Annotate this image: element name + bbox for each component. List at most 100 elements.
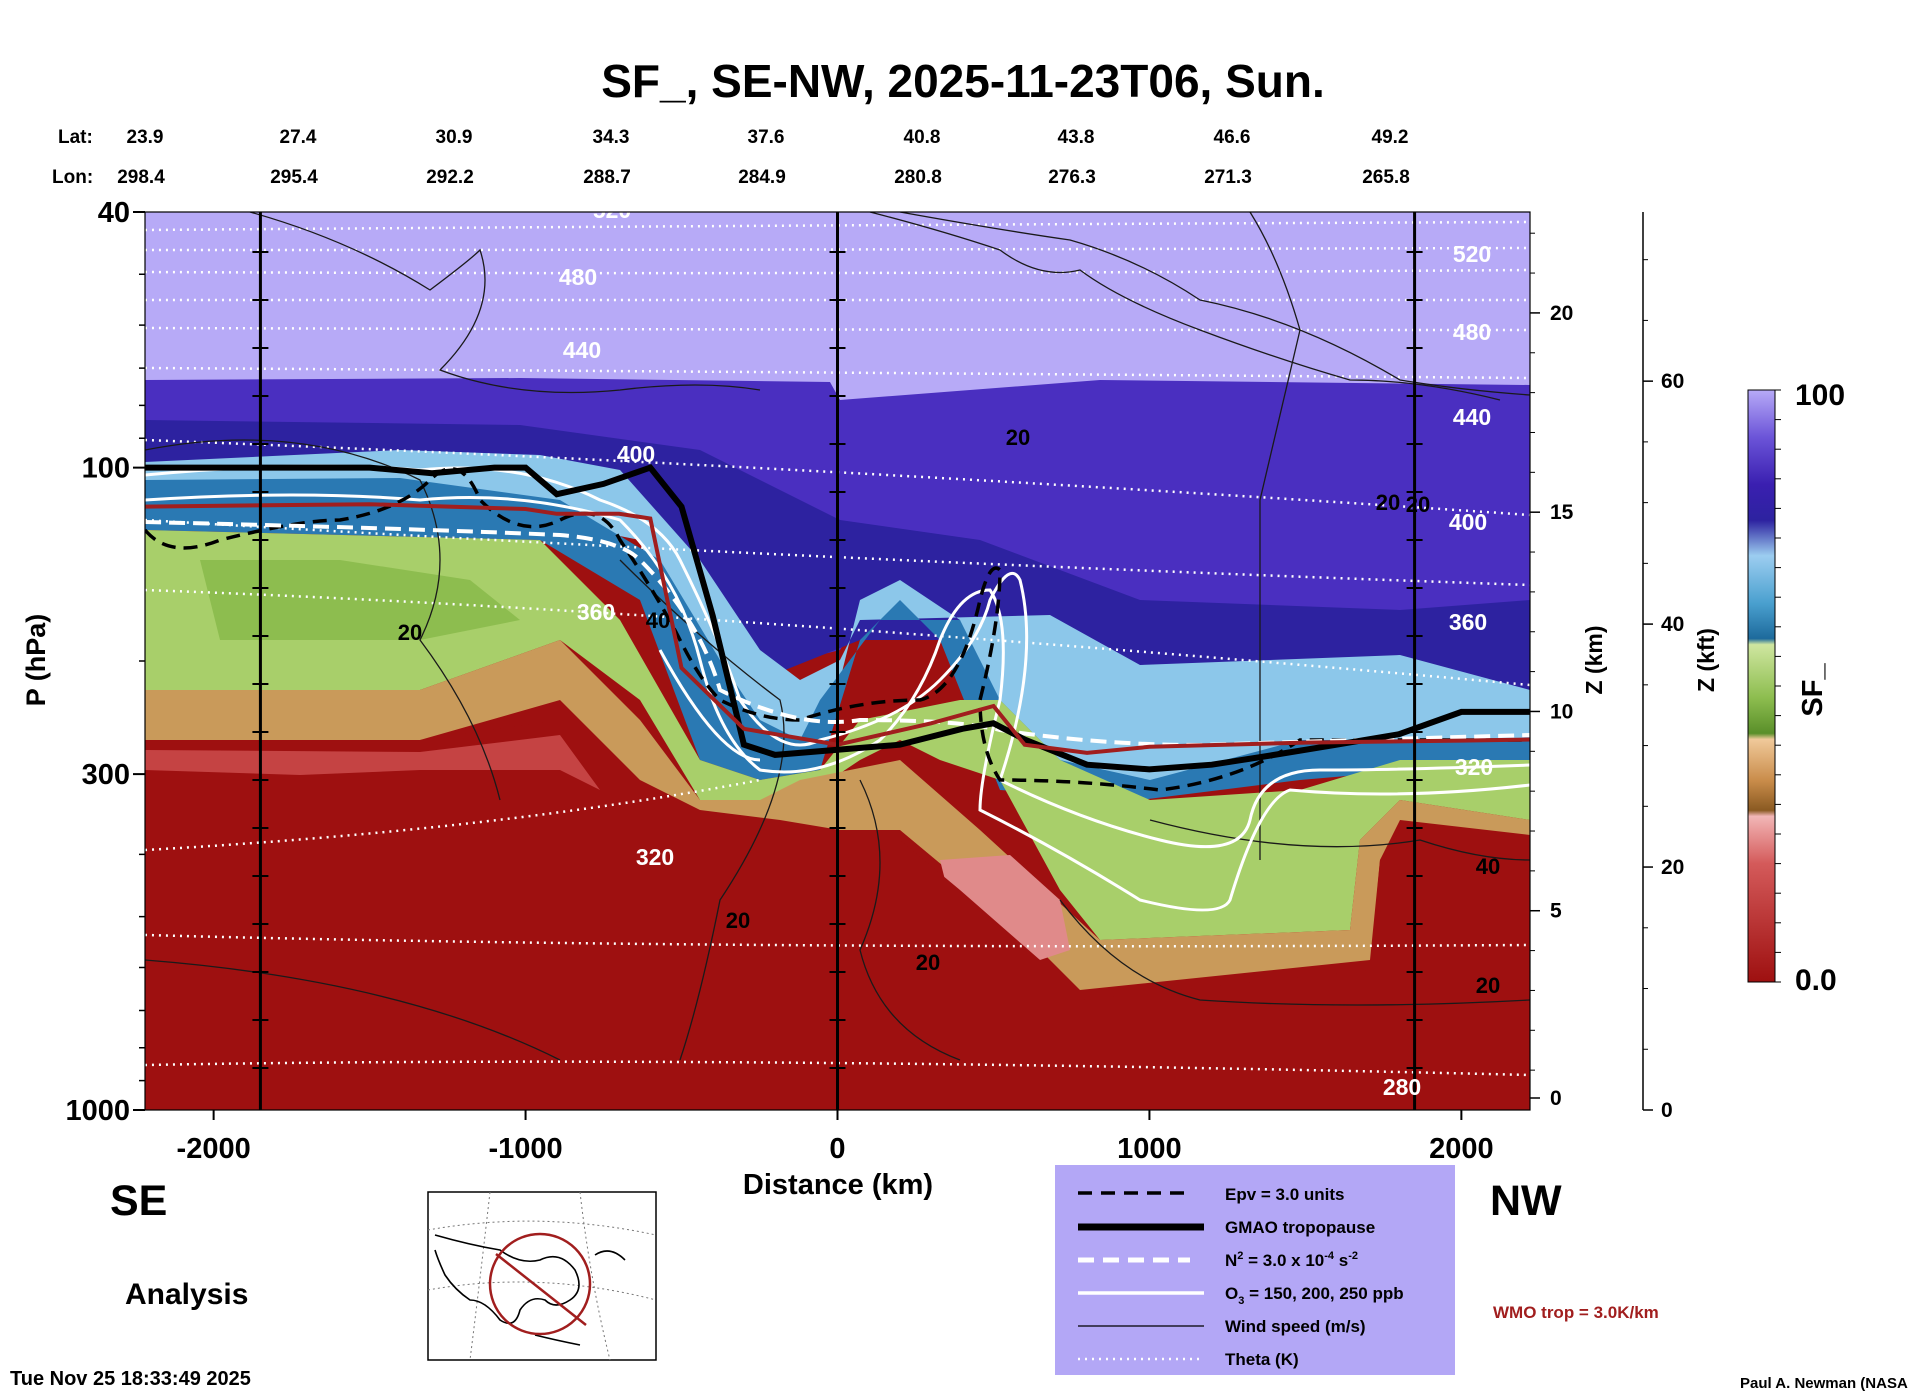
z-km-tick-label: 5 xyxy=(1550,900,1562,923)
z-km-tick-label: 0 xyxy=(1550,1087,1562,1110)
x-tick-label: -1000 xyxy=(488,1133,562,1165)
lat-value: 30.9 xyxy=(436,127,473,148)
lon-value: 276.3 xyxy=(1048,167,1096,188)
wind-label: 20 xyxy=(916,950,940,975)
map-graticule xyxy=(427,1191,657,1361)
wind-label: 40 xyxy=(1476,854,1500,879)
legend-o3-label: O3 = 150, 200, 250 ppb xyxy=(1225,1284,1404,1307)
x-tick-label: -2000 xyxy=(177,1133,251,1165)
z-kft-label: Z (kft) xyxy=(1693,628,1719,692)
epv-contour xyxy=(145,467,1530,792)
map-range-circle xyxy=(488,1232,592,1336)
z-kft-tick-label: 20 xyxy=(1661,856,1684,879)
theta-label: 320 xyxy=(1455,754,1493,780)
z-km-tick-label: 20 xyxy=(1550,302,1573,325)
n2-contour xyxy=(145,520,1530,748)
wind-line-4 xyxy=(899,212,1530,396)
legend-gmao-label: GMAO tropopause xyxy=(1225,1218,1375,1237)
location-map-inset xyxy=(427,1191,657,1361)
legend-epv-label: Epv = 3.0 units xyxy=(1225,1185,1345,1204)
y-tick-label: 100 xyxy=(82,453,130,485)
wind-line-8 xyxy=(1149,819,1530,861)
ozone-line-3 xyxy=(658,649,761,762)
distance-axis: -2000 -1000 0 1000 2000 xyxy=(177,1110,1494,1165)
se-label: SE xyxy=(110,1177,167,1225)
theta-line-520 xyxy=(145,220,1530,232)
z-kft-axis: 0 20 40 60 xyxy=(1642,212,1684,1122)
theta-label: 360 xyxy=(577,599,615,625)
wind-contours xyxy=(145,212,1530,1061)
map-section-line xyxy=(495,1253,587,1326)
theta-label: 440 xyxy=(563,337,601,363)
theta-label: 480 xyxy=(1453,319,1491,345)
z-kft-tick-label: 60 xyxy=(1661,370,1684,393)
sf-field: 520 480 440 400 360 320 280 520 480 440 400 360 320 2… xyxy=(145,212,1530,1110)
field-green-dark xyxy=(200,560,520,640)
legend: Epv = 3.0 units GMAO tropopause N2 = 3.0… xyxy=(1055,1165,1455,1375)
wind-line-9 xyxy=(145,959,561,1061)
lat-value: 43.8 xyxy=(1058,127,1095,148)
wind-line-2 xyxy=(145,439,501,801)
wind-line-10 xyxy=(1249,212,1301,860)
lon-value: 271.3 xyxy=(1204,167,1252,188)
z-kft-tick-label: 40 xyxy=(1661,613,1684,636)
theta-line-320 xyxy=(145,933,1530,948)
analysis-label: Analysis xyxy=(125,1278,248,1311)
wind-label: 20 xyxy=(398,620,422,645)
y-tick-label: 1000 xyxy=(65,1095,130,1127)
x-tick-label: 1000 xyxy=(1117,1133,1182,1165)
wmo-trop-label: WMO trop = 3.0K/km xyxy=(1493,1303,1659,1322)
lat-value: 37.6 xyxy=(748,127,785,148)
chart-title: SF_, SE-NW, 2025-11-23T06, Sun. xyxy=(601,55,1325,107)
theta-label: 360 xyxy=(1449,609,1487,635)
wind-label: 20 xyxy=(726,908,750,933)
theta-label: 280 xyxy=(1383,1074,1421,1100)
wind-line-1 xyxy=(249,212,761,394)
lon-value: 280.8 xyxy=(894,167,942,188)
legend-n2-label: N2 = 3.0 x 10-4 s-2 xyxy=(1225,1250,1358,1270)
field-pink-wave xyxy=(145,735,600,790)
author-credit: Paul A. Newman (NASA xyxy=(1740,1375,1908,1392)
lat-lon-labels: 23.9 27.4 30.9 34.3 37.6 40.8 43.8 46.6 49.2 298.… xyxy=(117,127,1410,188)
y-tick-label: 40 xyxy=(98,197,130,229)
lat-value: 23.9 xyxy=(127,127,164,148)
colorbar-title: SF_ xyxy=(1797,663,1829,717)
x-tick-label: 0 xyxy=(829,1133,845,1165)
z-kft-tick-label: 0 xyxy=(1661,1099,1673,1122)
theta-line-360 xyxy=(145,588,1530,687)
pressure-axis: 40 100 300 1000 xyxy=(65,197,145,1127)
theta-line-480 xyxy=(145,268,1530,275)
colorbar-ticks xyxy=(1775,389,1781,983)
colorbar-bottom-label: 0.0 xyxy=(1795,964,1837,997)
theta-label: 480 xyxy=(559,264,597,290)
y-axis-label: P (hPa) xyxy=(21,614,51,707)
colorbar-top-label: 100 xyxy=(1795,379,1845,412)
wind-label: 20 xyxy=(1406,492,1430,517)
lat-value: 27.4 xyxy=(280,127,317,148)
lon-value: 265.8 xyxy=(1362,167,1410,188)
x-tick-label: 2000 xyxy=(1429,1133,1494,1165)
field-pink-blob xyxy=(940,855,1070,960)
theta-contours xyxy=(145,220,1530,1077)
lat-value: 49.2 xyxy=(1372,127,1409,148)
contour-labels: 520 480 440 400 360 320 280 520 480 440 400 360 320 2… xyxy=(398,212,1500,1100)
wind-label: 20 xyxy=(1376,490,1400,515)
x-axis-label: Distance (km) xyxy=(743,1169,933,1201)
section-vertical-lines xyxy=(252,212,1423,1110)
lon-value: 292.2 xyxy=(426,167,474,188)
colorbar xyxy=(1747,389,1776,983)
wind-label: 40 xyxy=(646,608,670,633)
wind-line-3 xyxy=(869,212,1501,401)
theta-line-420 xyxy=(145,366,1530,380)
z-km-axis: 0 5 10 15 20 xyxy=(1530,232,1574,1110)
lon-value: 298.4 xyxy=(117,167,165,188)
wind-label: 20 xyxy=(1006,425,1030,450)
lon-row-label: Lon: xyxy=(52,167,93,188)
timestamp: Tue Nov 25 18:33:49 2025 xyxy=(10,1368,251,1390)
theta-label: 520 xyxy=(1453,241,1491,267)
theta-line-440 xyxy=(145,326,1530,332)
legend-theta-label: Theta (K) xyxy=(1225,1350,1299,1369)
theta-label: 400 xyxy=(1449,509,1487,535)
theta-line-400 xyxy=(145,438,1530,517)
lat-value: 34.3 xyxy=(593,127,630,148)
